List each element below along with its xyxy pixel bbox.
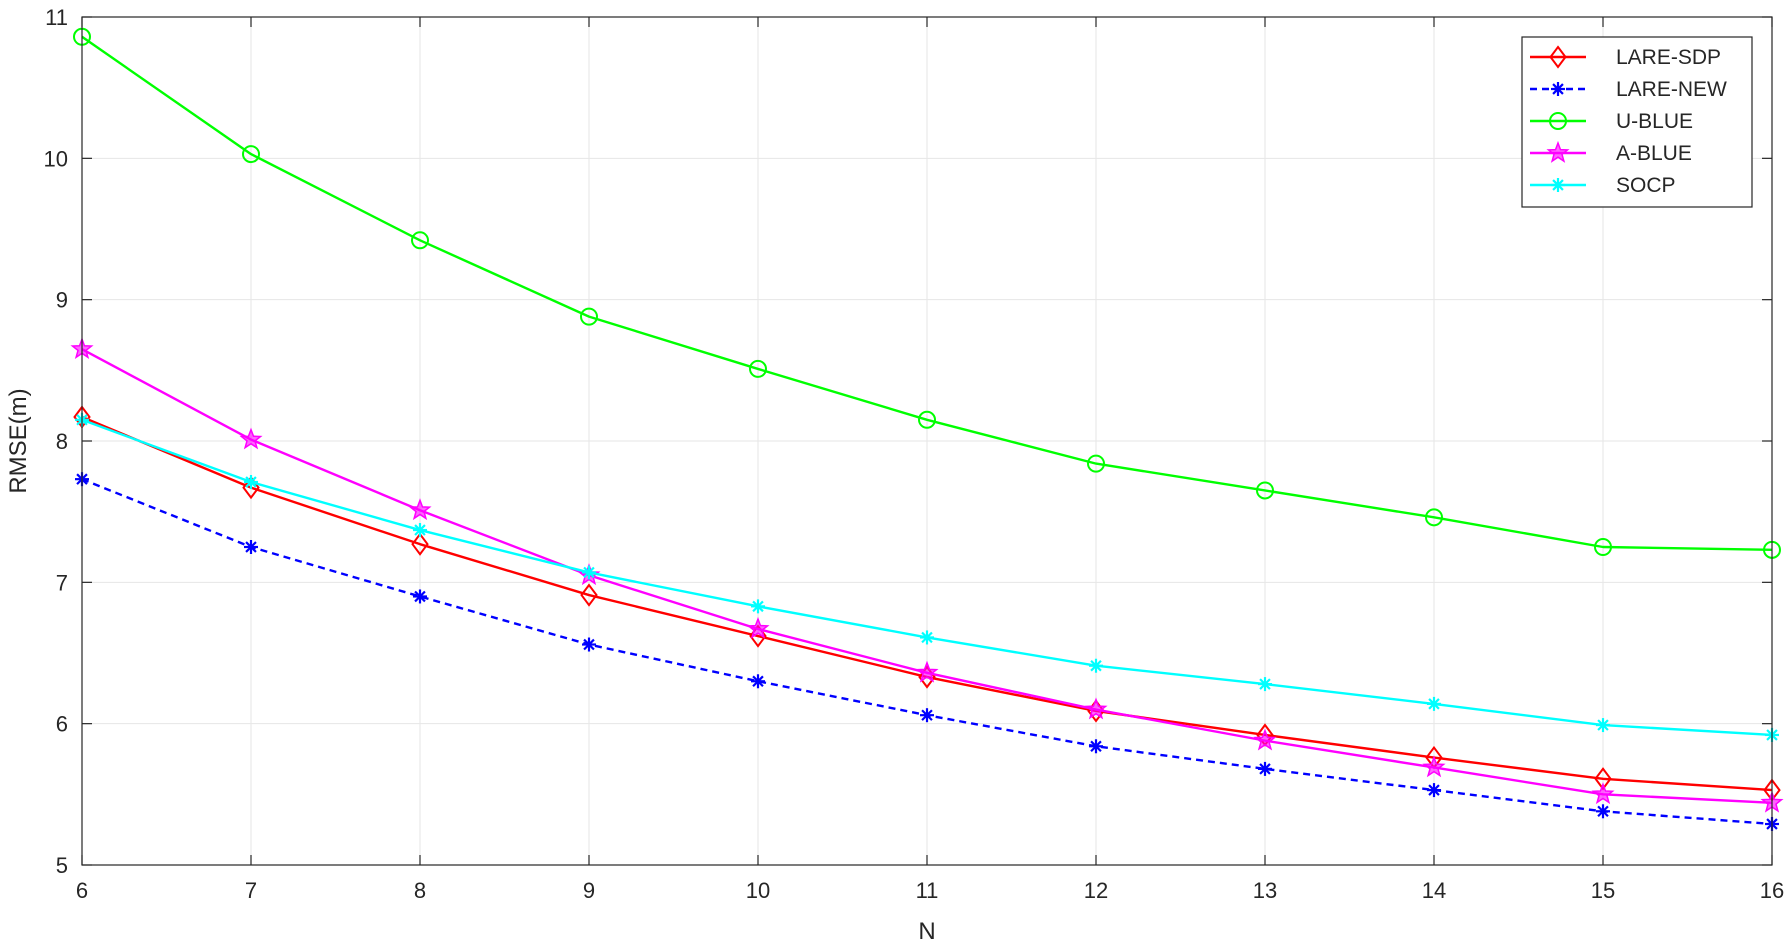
legend: LARE-SDP LARE-NEW U-BLUE A-BLUE SOCP: [1521, 36, 1753, 208]
data-point-lare-sdp: [411, 532, 429, 556]
data-point-socp: [1258, 677, 1272, 692]
x-tick-label: 14: [1422, 878, 1446, 903]
y-tick-label: 6: [56, 712, 68, 737]
legend-item-u-blue: U-BLUE: [1530, 110, 1693, 133]
x-tick-label: 16: [1760, 878, 1784, 903]
series-line-u-blue: [81, 35, 1773, 552]
y-tick-label: 7: [56, 570, 68, 595]
x-axis-label: N: [918, 918, 935, 945]
data-point-socp: [413, 523, 427, 538]
legend-item-a-blue: A-BLUE: [1530, 140, 1692, 165]
data-point-a-blue: [239, 427, 263, 450]
legend-marker: [1549, 112, 1567, 130]
series-socp: [75, 412, 1779, 742]
data-point-u-blue: [411, 231, 429, 250]
y-tick-label: 5: [56, 853, 68, 878]
data-point-lare-sdp: [580, 583, 598, 607]
data-point-lare-new: [1427, 783, 1441, 798]
x-tick-label: 11: [916, 878, 939, 903]
data-point-socp: [1427, 696, 1441, 711]
data-point-socp: [920, 630, 934, 645]
data-point-a-blue: [1591, 782, 1615, 805]
plot-series: [70, 27, 1784, 832]
legend-marker: [1551, 82, 1565, 96]
data-point-u-blue: [1594, 538, 1612, 556]
data-point-u-blue: [580, 307, 598, 326]
data-point-lare-new: [244, 540, 258, 554]
data-point-a-blue: [1253, 728, 1277, 751]
legend-label: SOCP: [1616, 174, 1676, 197]
data-point-a-blue: [408, 498, 432, 521]
data-point-socp: [1596, 718, 1610, 733]
y-axis-label: RMSE(m): [5, 388, 32, 493]
data-point-a-blue: [746, 616, 770, 639]
data-point-u-blue: [1087, 454, 1105, 473]
legend-label: LARE-SDP: [1616, 46, 1721, 69]
data-point-u-blue: [1425, 508, 1443, 527]
data-point-socp: [751, 599, 765, 614]
data-point-lare-new: [1596, 804, 1610, 819]
data-point-u-blue: [1256, 481, 1274, 500]
legend-marker: [1549, 45, 1567, 69]
x-tick-label: 6: [76, 878, 88, 903]
data-point-lare-new: [582, 637, 596, 652]
legend-item-lare-sdp: LARE-SDP: [1530, 45, 1721, 69]
legend-marker: [1546, 140, 1570, 163]
data-point-socp: [244, 474, 258, 489]
data-point-u-blue: [242, 145, 260, 164]
series-u-blue: [73, 27, 1781, 559]
x-tick-label: 9: [583, 878, 595, 903]
data-point-lare-new: [413, 589, 427, 604]
data-point-socp: [582, 565, 596, 580]
data-point-lare-new: [1089, 739, 1103, 754]
legend-label: U-BLUE: [1616, 110, 1693, 133]
x-tick-label: 7: [245, 878, 257, 903]
data-point-a-blue: [915, 660, 939, 683]
legend-item-lare-new: LARE-NEW: [1530, 78, 1727, 101]
y-tick-label: 11: [45, 5, 68, 30]
data-point-u-blue: [918, 410, 936, 429]
x-tick-label: 13: [1253, 878, 1277, 903]
y-tick-label: 10: [44, 146, 68, 171]
y-tick-label: 9: [56, 288, 68, 313]
x-tick-label: 12: [1084, 878, 1108, 903]
grid: [81, 16, 1773, 866]
legend-marker: [1551, 178, 1565, 192]
data-point-a-blue: [1084, 697, 1108, 720]
data-point-lare-new: [1258, 761, 1272, 776]
legend-label: A-BLUE: [1616, 142, 1692, 165]
y-tick-label: 8: [56, 429, 68, 454]
legend-label: LARE-NEW: [1616, 78, 1727, 101]
legend-item-socp: SOCP: [1530, 174, 1676, 197]
data-point-lare-new: [751, 674, 765, 689]
x-tick-label: 10: [746, 878, 770, 903]
x-tick-label: 15: [1591, 878, 1615, 903]
data-point-socp: [1089, 658, 1103, 673]
series-lare-new: [75, 472, 1779, 832]
x-tick-label: 8: [414, 878, 426, 903]
data-point-u-blue: [749, 359, 767, 378]
data-point-lare-new: [920, 708, 934, 723]
data-point-a-blue: [1422, 755, 1446, 778]
